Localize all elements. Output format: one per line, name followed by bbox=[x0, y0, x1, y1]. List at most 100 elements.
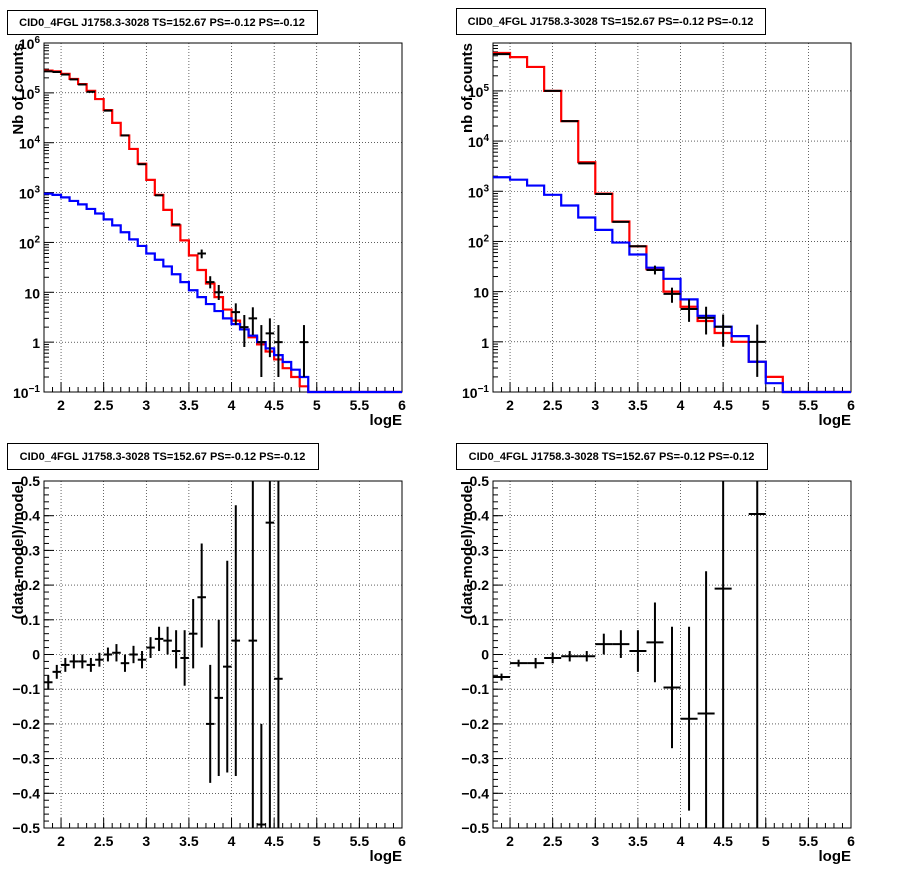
title-box bbox=[456, 8, 766, 35]
x-tick-label: 6 bbox=[847, 397, 855, 413]
x-tick-label: 5.5 bbox=[350, 833, 370, 849]
chart-title: CID0_4FGL J1758.3-3028 TS=152.67 PS=-0.1… bbox=[20, 451, 306, 463]
title-box bbox=[456, 443, 768, 470]
y-tick-label: 0.1 bbox=[21, 612, 41, 628]
chart-title: CID0_4FGL J1758.3-3028 TS=152.67 PS=-0.1… bbox=[469, 451, 755, 463]
x-tick-label: 4 bbox=[677, 833, 685, 849]
x-tick-label: 3.5 bbox=[179, 397, 199, 413]
y-tick-label: 104 bbox=[19, 135, 41, 152]
y-tick-label: 0.2 bbox=[470, 577, 490, 593]
x-tick-label: 3 bbox=[591, 833, 599, 849]
x-tick-label: 5 bbox=[762, 833, 770, 849]
x-tick-label: 3 bbox=[591, 397, 599, 413]
x-tick-label: 3.5 bbox=[628, 833, 648, 849]
plot-frame bbox=[43, 42, 403, 393]
plot-panel-2: CID0_4FGL J1758.3-3028 TS=152.67 PS=-0.1… bbox=[456, 8, 855, 429]
y-tick-label: 102 bbox=[468, 233, 490, 250]
y-tick-label: 0.1 bbox=[470, 612, 490, 628]
y-tick-label: 10−1 bbox=[462, 384, 489, 401]
y-tick-label: 105 bbox=[468, 83, 490, 100]
y-tick-label: −0.3 bbox=[12, 751, 40, 767]
title-box bbox=[7, 443, 319, 470]
chart-title: CID0_4FGL J1758.3-3028 TS=152.67 PS=-0.1… bbox=[468, 16, 754, 28]
y-tick-label: −0.2 bbox=[461, 716, 489, 732]
x-axis-label: logE bbox=[370, 412, 403, 429]
y-tick-label: 103 bbox=[19, 185, 41, 202]
x-tick-label: 5 bbox=[762, 397, 770, 413]
x-tick-label: 6 bbox=[398, 397, 406, 413]
y-tick-label: 0.5 bbox=[470, 473, 490, 489]
y-tick-label: −0.1 bbox=[12, 681, 40, 697]
histogram-source-model bbox=[493, 176, 851, 394]
x-tick-label: 4 bbox=[677, 397, 685, 413]
y-tick-label: 0.3 bbox=[21, 542, 41, 558]
x-tick-label: 4.5 bbox=[713, 397, 733, 413]
histogram-total-model bbox=[493, 51, 851, 394]
y-tick-label: −0.4 bbox=[461, 785, 489, 801]
x-axis-label: logE bbox=[370, 848, 403, 865]
x-tick-label: 3 bbox=[142, 833, 150, 849]
y-tick-label: 0.4 bbox=[470, 508, 490, 524]
y-tick-label: −0.4 bbox=[12, 785, 40, 801]
x-tick-label: 4.5 bbox=[264, 833, 284, 849]
x-tick-label: 2.5 bbox=[94, 397, 114, 413]
x-tick-label: 5 bbox=[313, 397, 321, 413]
title-box bbox=[7, 10, 318, 35]
y-tick-label: −0.5 bbox=[461, 820, 489, 836]
x-tick-label: 2.5 bbox=[94, 833, 114, 849]
y-tick-label: 103 bbox=[468, 183, 490, 200]
plot-panel-1: CID0_4FGL J1758.3-3028 TS=152.67 PS=-0.1… bbox=[7, 10, 406, 429]
histogram-total-model bbox=[44, 69, 402, 394]
x-tick-label: 5.5 bbox=[799, 397, 819, 413]
y-tick-label: −0.5 bbox=[12, 820, 40, 836]
plot-frame bbox=[492, 480, 852, 829]
y-tick-label: 0.5 bbox=[21, 473, 41, 489]
y-tick-label: 0.4 bbox=[21, 508, 41, 524]
x-tick-label: 3.5 bbox=[179, 833, 199, 849]
y-tick-label: 1 bbox=[481, 335, 489, 351]
grid bbox=[493, 43, 852, 393]
y-tick-label: 10−1 bbox=[13, 384, 40, 401]
x-tick-label: 4 bbox=[228, 397, 236, 413]
y-tick-label: 104 bbox=[468, 133, 490, 150]
x-tick-label: 5 bbox=[313, 833, 321, 849]
plot-frame bbox=[492, 42, 852, 393]
y-tick-label: 0 bbox=[32, 647, 40, 663]
plot-frame bbox=[43, 480, 403, 829]
x-tick-label: 5.5 bbox=[350, 397, 370, 413]
x-tick-label: 4 bbox=[228, 833, 236, 849]
y-tick-label: −0.1 bbox=[461, 681, 489, 697]
y-axis-label: (data-model)/model bbox=[459, 481, 476, 619]
x-tick-label: 5.5 bbox=[799, 833, 819, 849]
y-tick-label: 10 bbox=[24, 285, 40, 301]
y-tick-label: 1 bbox=[32, 335, 40, 351]
x-tick-label: 6 bbox=[847, 833, 855, 849]
x-tick-label: 6 bbox=[398, 833, 406, 849]
y-tick-label: 102 bbox=[19, 234, 41, 251]
x-tick-label: 2 bbox=[506, 397, 514, 413]
grid bbox=[44, 480, 403, 829]
x-tick-label: 2 bbox=[57, 397, 65, 413]
histogram-source-model bbox=[44, 192, 402, 394]
x-tick-label: 2.5 bbox=[543, 397, 563, 413]
y-tick-label: −0.2 bbox=[12, 716, 40, 732]
y-tick-label: 105 bbox=[19, 85, 41, 102]
x-axis-label: logE bbox=[819, 412, 852, 429]
x-tick-label: 4.5 bbox=[713, 833, 733, 849]
y-axis-label: nb of counts bbox=[459, 43, 476, 133]
y-tick-label: 10 bbox=[473, 285, 489, 301]
chart-title: CID0_4FGL J1758.3-3028 TS=152.67 PS=-0.1… bbox=[19, 17, 305, 29]
y-tick-label: 0 bbox=[481, 647, 489, 663]
x-tick-label: 3 bbox=[142, 397, 150, 413]
x-tick-label: 4.5 bbox=[264, 397, 284, 413]
x-tick-label: 2 bbox=[506, 833, 514, 849]
y-axis-label: Nb of counts bbox=[10, 43, 27, 135]
x-tick-label: 2.5 bbox=[543, 833, 563, 849]
y-tick-label: 0.2 bbox=[21, 577, 41, 593]
y-axis-label: (data-model)/model bbox=[10, 481, 27, 619]
y-tick-label: −0.3 bbox=[461, 751, 489, 767]
plot-panel-3: CID0_4FGL J1758.3-3028 TS=152.67 PS=-0.1… bbox=[7, 443, 406, 865]
x-tick-label: 2 bbox=[57, 833, 65, 849]
y-tick-label: 0.3 bbox=[470, 542, 490, 558]
